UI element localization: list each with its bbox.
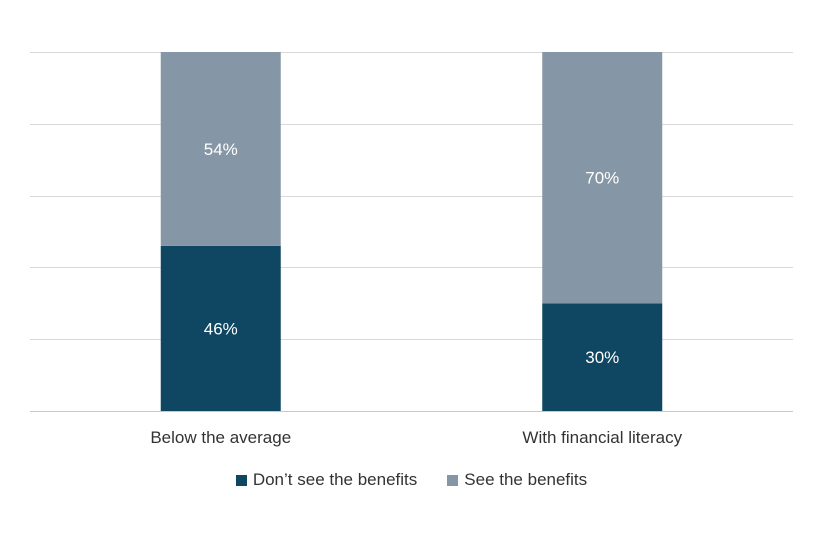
stacked-bar-chart: 46% 54% Below the average 30% 70% With financ… — [30, 52, 793, 447]
legend-swatch-dont-see — [235, 474, 247, 486]
category-label: Below the average — [150, 428, 291, 447]
legend-item-dont-see: Don’t see the benefits — [235, 470, 418, 490]
bar-segment — [542, 52, 663, 304]
bar-segment — [160, 52, 281, 246]
labels: 46% 54% Below the average 30% 70% With financ… — [150, 140, 682, 447]
data-label: 30% — [585, 348, 619, 367]
legend-label-see: See the benefits — [464, 470, 588, 489]
category-label: With financial literacy — [522, 428, 682, 447]
legend-item-see: See the benefits — [447, 470, 587, 490]
bar-segment — [542, 303, 663, 411]
data-label: 46% — [204, 319, 238, 338]
bar-segment — [160, 245, 281, 411]
bars — [160, 52, 663, 411]
data-label: 54% — [204, 140, 238, 159]
legend-label-dont-see: Don’t see the benefits — [252, 470, 418, 489]
gridlines — [30, 52, 793, 412]
legend: Don’t see the benefits See the benefits — [0, 470, 823, 490]
legend-swatch-see — [447, 474, 459, 486]
data-label: 70% — [585, 169, 619, 188]
